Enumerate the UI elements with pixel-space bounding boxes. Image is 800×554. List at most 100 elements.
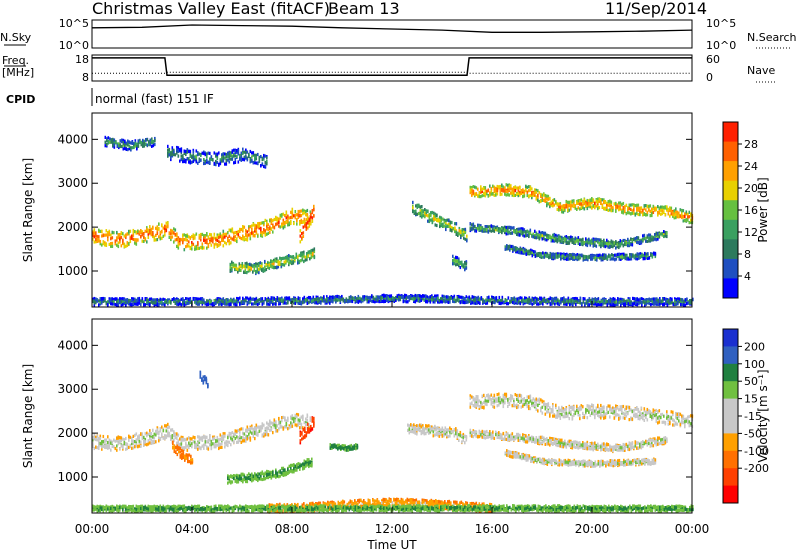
heatmap-cell <box>472 227 475 231</box>
heatmap-cell <box>479 301 481 305</box>
heatmap-cell <box>474 297 477 301</box>
heatmap-cell <box>188 149 190 154</box>
heatmap-cell <box>213 243 216 247</box>
heatmap-cell <box>204 153 207 157</box>
heatmap-cell <box>177 238 180 242</box>
heatmap-cell <box>302 212 304 216</box>
heatmap-cell <box>170 301 172 305</box>
heatmap-cell <box>339 295 342 300</box>
heatmap-cell <box>563 257 565 261</box>
heatmap-cell <box>459 295 462 299</box>
heatmap-cell <box>553 203 556 207</box>
heatmap-cell <box>544 199 547 203</box>
heatmap-cell <box>622 244 625 248</box>
heatmap-cell <box>398 295 400 299</box>
heatmap-cell <box>260 234 262 238</box>
heatmap-cell <box>277 260 280 264</box>
heatmap-cell <box>463 233 465 237</box>
heatmap-cell <box>615 209 617 213</box>
heatmap-cell <box>592 204 595 208</box>
heatmap-cell <box>651 212 653 216</box>
heatmap-cell <box>168 232 171 236</box>
heatmap-cell <box>681 303 684 307</box>
heatmap-cell <box>236 301 238 305</box>
heatmap-cell <box>254 227 256 231</box>
heatmap-cell <box>586 239 589 243</box>
heatmap-cell <box>98 238 100 242</box>
heatmap-cell <box>477 187 479 191</box>
heatmap-cell <box>573 239 575 243</box>
heatmap-cell <box>182 237 184 241</box>
heatmap-cell <box>507 244 510 249</box>
heatmap-cell <box>524 301 526 305</box>
heatmap-cell <box>389 297 391 301</box>
heatmap-cell <box>502 188 505 192</box>
heatmap-cell <box>126 298 129 302</box>
heatmap-cell <box>627 242 629 246</box>
heatmap-cell <box>633 255 636 259</box>
heatmap-cell <box>185 149 187 153</box>
heatmap-cell <box>505 193 508 197</box>
heatmap-cell <box>690 301 693 305</box>
heatmap-cell <box>527 300 529 305</box>
heatmap-cell <box>690 218 692 222</box>
heatmap-cell <box>619 239 622 243</box>
heatmap-cell <box>646 235 649 239</box>
heatmap-cell <box>471 301 474 305</box>
heatmap-cell <box>558 205 560 209</box>
heatmap-cell <box>116 297 118 301</box>
heatmap-cell <box>441 297 444 301</box>
heatmap-cell <box>236 296 238 301</box>
heatmap-cell <box>594 297 597 301</box>
heatmap-cell <box>624 206 626 210</box>
heatmap-cell <box>308 224 311 228</box>
heatmap-cell <box>241 262 244 266</box>
heatmap-cell <box>179 159 181 163</box>
heatmap-cell <box>276 222 279 226</box>
heatmap-cell <box>536 297 538 301</box>
heatmap-cell <box>242 225 244 229</box>
heatmap-cell <box>530 301 532 305</box>
heatmap-cell <box>161 224 163 228</box>
heatmap-cell <box>174 297 177 302</box>
heatmap-cell <box>576 297 579 301</box>
heatmap-cell <box>535 236 538 240</box>
heatmap-cell <box>125 300 127 304</box>
heatmap-cell <box>314 298 316 302</box>
heatmap-cell <box>515 246 517 250</box>
heatmap-cell <box>651 300 654 304</box>
heatmap-cell <box>114 242 117 246</box>
heatmap-cell <box>477 225 479 229</box>
heatmap-cell <box>682 209 685 213</box>
heatmap-cell <box>155 238 157 242</box>
heatmap-cell <box>469 191 472 195</box>
heatmap-cell <box>582 237 584 241</box>
heatmap-cell <box>637 208 640 212</box>
heatmap-cell <box>584 297 586 301</box>
heatmap-cell <box>222 300 225 304</box>
heatmap-cell <box>384 294 387 298</box>
heatmap-cell <box>564 253 567 257</box>
heatmap-cell <box>531 192 533 196</box>
heatmap-cell <box>603 206 605 210</box>
heatmap-cell <box>286 255 289 259</box>
heatmap-cell <box>291 297 294 302</box>
heatmap-cell <box>623 252 625 256</box>
heatmap-cell <box>573 297 576 301</box>
heatmap-cell <box>291 255 293 259</box>
heatmap-cell <box>497 299 499 303</box>
heatmap-cell <box>95 238 97 242</box>
heatmap-cell <box>107 303 109 307</box>
heatmap-cell <box>231 260 233 264</box>
heatmap-cell <box>426 298 429 302</box>
heatmap-cell <box>666 234 668 239</box>
heatmap-cell <box>614 253 616 257</box>
heatmap-cell <box>420 298 423 302</box>
heatmap-cell <box>122 240 124 244</box>
heatmap-cell <box>636 240 638 244</box>
heatmap-cell <box>627 299 630 303</box>
heatmap-cell <box>272 225 274 229</box>
heatmap-cell <box>431 217 434 221</box>
heatmap-cell <box>266 227 268 231</box>
heatmap-cell <box>251 297 253 301</box>
